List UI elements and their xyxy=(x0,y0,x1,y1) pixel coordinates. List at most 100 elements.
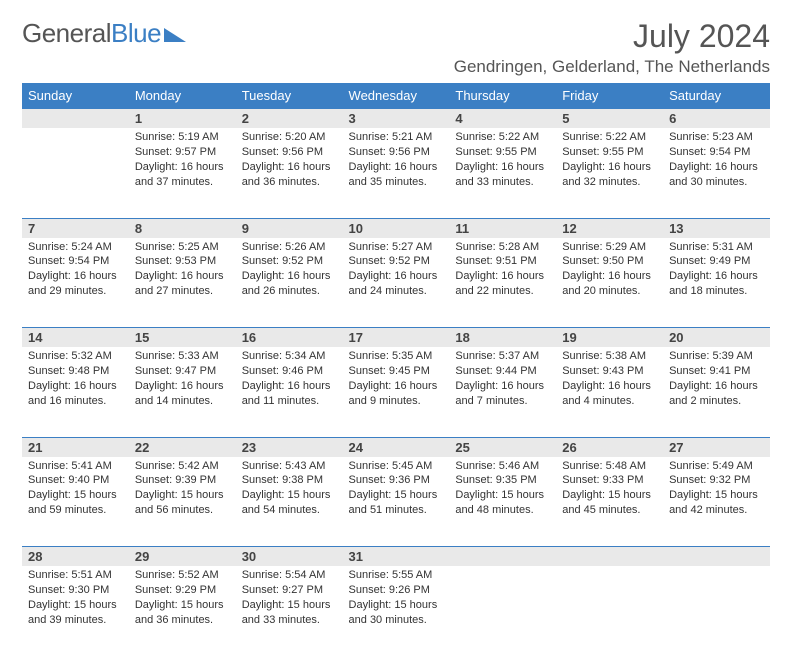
location-text: Gendringen, Gelderland, The Netherlands xyxy=(454,57,770,77)
sunrise-label: Sunrise: xyxy=(669,350,709,362)
day-number: 12 xyxy=(556,219,663,238)
sunrise-label: Sunrise: xyxy=(455,131,495,143)
sunset-label: Sunset: xyxy=(28,474,65,486)
sunset-value: 9:54 PM xyxy=(68,255,109,267)
weekday-header: Sunday xyxy=(22,83,129,109)
day-number: 22 xyxy=(129,438,236,457)
sunrise-value: 5:37 AM xyxy=(499,350,539,362)
weekday-header: Friday xyxy=(556,83,663,109)
sunset-value: 9:52 PM xyxy=(282,255,323,267)
day-cell: Sunrise: 5:26 AMSunset: 9:52 PMDaylight:… xyxy=(236,238,343,305)
day-cell: Sunrise: 5:35 AMSunset: 9:45 PMDaylight:… xyxy=(343,347,450,414)
sunset-value: 9:46 PM xyxy=(282,365,323,377)
day-number: 29 xyxy=(129,547,236,566)
daylight-label: Daylight: xyxy=(455,161,498,173)
sunrise-label: Sunrise: xyxy=(455,350,495,362)
day-number: 31 xyxy=(343,547,450,566)
day-number: 15 xyxy=(129,328,236,347)
month-title: July 2024 xyxy=(454,18,770,55)
empty-daynum xyxy=(663,547,770,565)
day-number: 30 xyxy=(236,547,343,566)
day-cell: Sunrise: 5:37 AMSunset: 9:44 PMDaylight:… xyxy=(449,347,556,414)
day-number: 10 xyxy=(343,219,450,238)
sunset-label: Sunset: xyxy=(669,146,706,158)
sunrise-value: 5:19 AM xyxy=(178,131,218,143)
sunset-value: 9:47 PM xyxy=(175,365,216,377)
sunrise-label: Sunrise: xyxy=(135,460,175,472)
sunset-value: 9:43 PM xyxy=(603,365,644,377)
day-number: 4 xyxy=(449,109,556,128)
day-number: 7 xyxy=(22,219,129,238)
brand-part1: General xyxy=(22,18,111,49)
calendar-header-row: SundayMondayTuesdayWednesdayThursdayFrid… xyxy=(22,83,770,109)
sunrise-value: 5:52 AM xyxy=(178,569,218,581)
sunset-label: Sunset: xyxy=(135,584,172,596)
sunset-label: Sunset: xyxy=(455,365,492,377)
day-cell: Sunrise: 5:41 AMSunset: 9:40 PMDaylight:… xyxy=(22,457,129,524)
empty-daynum xyxy=(22,109,129,127)
day-cell: Sunrise: 5:28 AMSunset: 9:51 PMDaylight:… xyxy=(449,238,556,305)
sunrise-value: 5:24 AM xyxy=(71,241,111,253)
sunset-label: Sunset: xyxy=(455,474,492,486)
sunrise-value: 5:48 AM xyxy=(606,460,646,472)
daylight-label: Daylight: xyxy=(28,270,71,282)
calendar-table: SundayMondayTuesdayWednesdayThursdayFrid… xyxy=(22,83,770,656)
daylight-label: Daylight: xyxy=(349,380,392,392)
sunrise-label: Sunrise: xyxy=(562,131,602,143)
day-cell: Sunrise: 5:51 AMSunset: 9:30 PMDaylight:… xyxy=(22,566,129,633)
day-cell: Sunrise: 5:48 AMSunset: 9:33 PMDaylight:… xyxy=(556,457,663,524)
sunrise-value: 5:55 AM xyxy=(392,569,432,581)
sunset-label: Sunset: xyxy=(242,474,279,486)
day-cell: Sunrise: 5:39 AMSunset: 9:41 PMDaylight:… xyxy=(663,347,770,414)
sunrise-label: Sunrise: xyxy=(28,350,68,362)
day-cell: Sunrise: 5:43 AMSunset: 9:38 PMDaylight:… xyxy=(236,457,343,524)
sunset-value: 9:39 PM xyxy=(175,474,216,486)
sunset-value: 9:38 PM xyxy=(282,474,323,486)
sunrise-label: Sunrise: xyxy=(562,460,602,472)
sunset-value: 9:45 PM xyxy=(389,365,430,377)
daylight-label: Daylight: xyxy=(349,599,392,611)
day-cell: Sunrise: 5:20 AMSunset: 9:56 PMDaylight:… xyxy=(236,128,343,195)
sunset-label: Sunset: xyxy=(28,365,65,377)
sunrise-label: Sunrise: xyxy=(242,569,282,581)
weekday-header: Wednesday xyxy=(343,83,450,109)
weekday-header: Thursday xyxy=(449,83,556,109)
sunset-label: Sunset: xyxy=(562,146,599,158)
day-number: 18 xyxy=(449,328,556,347)
sunset-label: Sunset: xyxy=(349,365,386,377)
daylight-label: Daylight: xyxy=(669,489,712,501)
sunset-value: 9:35 PM xyxy=(496,474,537,486)
daylight-label: Daylight: xyxy=(135,489,178,501)
brand-logo: GeneralBlue xyxy=(22,18,186,49)
sunrise-value: 5:29 AM xyxy=(606,241,646,253)
sunrise-value: 5:54 AM xyxy=(285,569,325,581)
day-cell: Sunrise: 5:55 AMSunset: 9:26 PMDaylight:… xyxy=(343,566,450,633)
day-number: 16 xyxy=(236,328,343,347)
day-number: 23 xyxy=(236,438,343,457)
daylight-label: Daylight: xyxy=(455,380,498,392)
empty-daynum xyxy=(556,547,663,565)
sunset-label: Sunset: xyxy=(669,365,706,377)
sunset-label: Sunset: xyxy=(135,365,172,377)
day-number: 11 xyxy=(449,219,556,238)
sunrise-value: 5:38 AM xyxy=(606,350,646,362)
daylight-label: Daylight: xyxy=(562,270,605,282)
daylight-label: Daylight: xyxy=(242,161,285,173)
sunset-value: 9:57 PM xyxy=(175,146,216,158)
day-cell: Sunrise: 5:38 AMSunset: 9:43 PMDaylight:… xyxy=(556,347,663,414)
sunrise-value: 5:21 AM xyxy=(392,131,432,143)
sunset-value: 9:48 PM xyxy=(68,365,109,377)
day-number: 6 xyxy=(663,109,770,128)
sunset-value: 9:30 PM xyxy=(68,584,109,596)
daylight-label: Daylight: xyxy=(349,489,392,501)
day-cell: Sunrise: 5:33 AMSunset: 9:47 PMDaylight:… xyxy=(129,347,236,414)
sunrise-label: Sunrise: xyxy=(135,350,175,362)
sunset-label: Sunset: xyxy=(242,146,279,158)
sunset-label: Sunset: xyxy=(455,146,492,158)
brand-mark-icon xyxy=(164,28,186,42)
day-cell: Sunrise: 5:42 AMSunset: 9:39 PMDaylight:… xyxy=(129,457,236,524)
sunrise-value: 5:43 AM xyxy=(285,460,325,472)
day-cell: Sunrise: 5:29 AMSunset: 9:50 PMDaylight:… xyxy=(556,238,663,305)
sunrise-value: 5:20 AM xyxy=(285,131,325,143)
sunset-value: 9:40 PM xyxy=(68,474,109,486)
